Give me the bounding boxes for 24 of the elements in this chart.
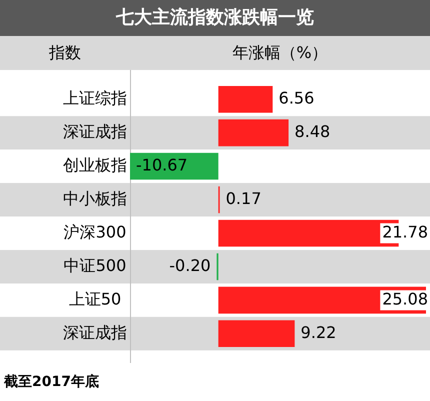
y-tick-label: 上证综指: [63, 88, 127, 108]
data-label: 21.78: [382, 222, 428, 242]
y-tick-label: 沪深300: [64, 222, 126, 242]
chart-title: 七大主流指数涨跌幅一览: [0, 0, 430, 36]
bar: [218, 320, 295, 348]
bar: [130, 152, 218, 180]
data-label: -10.67: [136, 155, 188, 174]
y-tick-label: 创业板指: [63, 155, 127, 174]
y-axis-title: 指数: [48, 42, 82, 64]
y-tick-label: 中证500: [64, 256, 126, 275]
bar: [218, 119, 289, 146]
data-label: 8.48: [294, 122, 330, 141]
text: 截至2017年底: [0, 363, 430, 401]
bar: [218, 86, 273, 113]
data-label: -0.20: [169, 256, 211, 275]
y-tick-label: 上证50: [68, 289, 122, 308]
x-axis-title: 年涨幅（%）: [231, 42, 329, 64]
data-label: 6.56: [278, 88, 314, 108]
data-label: 25.08: [382, 289, 428, 308]
y-tick-label: 深证成指: [63, 122, 127, 141]
y-tick-label: 中小板指: [63, 188, 127, 208]
data-label: 0.17: [226, 188, 262, 208]
y-tick-label: 深证成指: [63, 322, 127, 342]
data-label: 9.22: [300, 322, 336, 342]
